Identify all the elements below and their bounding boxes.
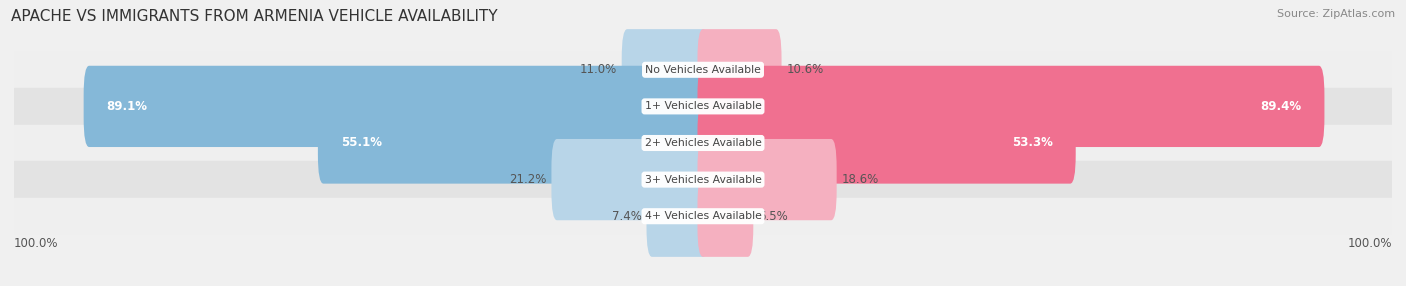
FancyBboxPatch shape [647,176,709,257]
Text: 18.6%: 18.6% [841,173,879,186]
Text: 7.4%: 7.4% [612,210,641,223]
Text: APACHE VS IMMIGRANTS FROM ARMENIA VEHICLE AVAILABILITY: APACHE VS IMMIGRANTS FROM ARMENIA VEHICL… [11,9,498,23]
Bar [14,51,1392,88]
Bar [14,88,1392,125]
Text: 6.5%: 6.5% [758,210,787,223]
FancyBboxPatch shape [697,176,754,257]
Text: 11.0%: 11.0% [579,63,617,76]
FancyBboxPatch shape [697,29,782,110]
Text: 21.2%: 21.2% [509,173,547,186]
Text: 4+ Vehicles Available: 4+ Vehicles Available [644,211,762,221]
Text: 1+ Vehicles Available: 1+ Vehicles Available [644,102,762,111]
Text: 100.0%: 100.0% [14,237,59,251]
Bar [14,125,1392,161]
FancyBboxPatch shape [697,102,1076,184]
FancyBboxPatch shape [318,102,709,184]
Text: 53.3%: 53.3% [1012,136,1053,150]
Text: 10.6%: 10.6% [786,63,824,76]
Text: 3+ Vehicles Available: 3+ Vehicles Available [644,175,762,184]
Text: 2+ Vehicles Available: 2+ Vehicles Available [644,138,762,148]
FancyBboxPatch shape [621,29,709,110]
Bar [14,161,1392,198]
Legend: Apache, Immigrants from Armenia: Apache, Immigrants from Armenia [565,282,841,286]
FancyBboxPatch shape [551,139,709,220]
FancyBboxPatch shape [697,139,837,220]
FancyBboxPatch shape [83,66,709,147]
Text: 55.1%: 55.1% [340,136,381,150]
Text: 89.4%: 89.4% [1261,100,1302,113]
Text: 89.1%: 89.1% [107,100,148,113]
Bar [14,198,1392,235]
Text: No Vehicles Available: No Vehicles Available [645,65,761,75]
Text: 100.0%: 100.0% [1347,237,1392,251]
Text: Source: ZipAtlas.com: Source: ZipAtlas.com [1277,9,1395,19]
FancyBboxPatch shape [697,66,1324,147]
